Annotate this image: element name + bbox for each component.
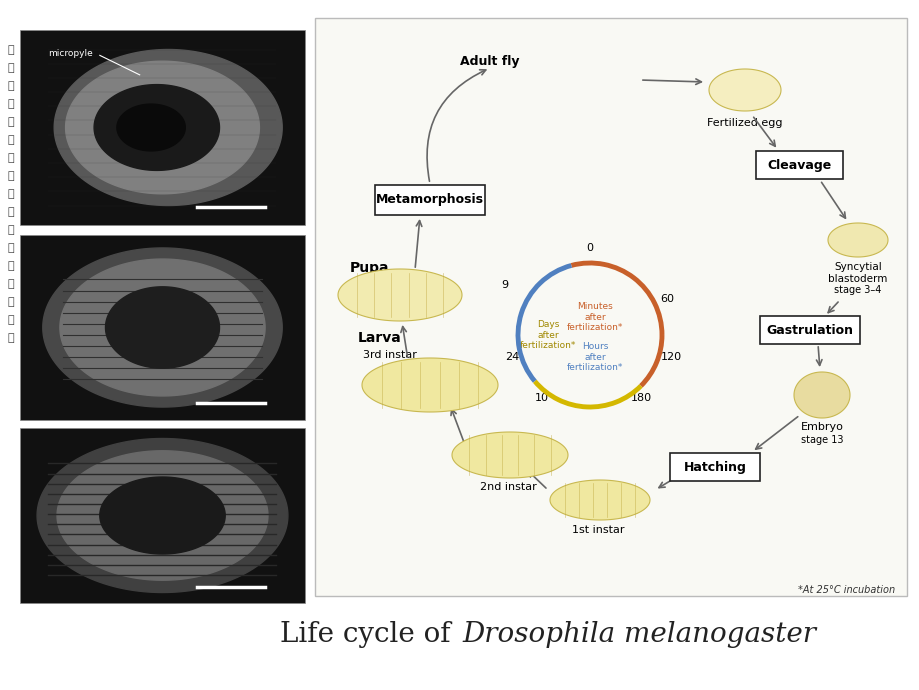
Text: 1st instar: 1st instar bbox=[571, 525, 624, 535]
Text: Life cycle of: Life cycle of bbox=[280, 622, 460, 649]
Text: stage 3–4: stage 3–4 bbox=[834, 285, 880, 295]
FancyBboxPatch shape bbox=[669, 453, 759, 481]
Text: 发: 发 bbox=[7, 45, 15, 55]
Text: Minutes
after
fertilization*: Minutes after fertilization* bbox=[566, 302, 622, 332]
Text: Hours
after
fertilization*: Hours after fertilization* bbox=[566, 342, 622, 372]
Text: Cleavage: Cleavage bbox=[767, 159, 831, 172]
Polygon shape bbox=[94, 85, 220, 170]
Text: 学: 学 bbox=[7, 117, 15, 127]
Polygon shape bbox=[117, 104, 185, 151]
Text: 章: 章 bbox=[7, 171, 15, 181]
Polygon shape bbox=[793, 372, 849, 418]
FancyBboxPatch shape bbox=[375, 185, 484, 215]
Text: Adult fly: Adult fly bbox=[460, 55, 519, 68]
Text: Syncytial
blastoderm: Syncytial blastoderm bbox=[827, 262, 887, 284]
Polygon shape bbox=[99, 477, 225, 554]
Polygon shape bbox=[43, 248, 282, 407]
Text: 十: 十 bbox=[7, 153, 15, 163]
Text: 胚: 胚 bbox=[7, 243, 15, 253]
Polygon shape bbox=[451, 432, 567, 478]
Text: 形: 形 bbox=[7, 279, 15, 289]
Polygon shape bbox=[361, 358, 497, 412]
Text: 件: 件 bbox=[7, 333, 15, 343]
Text: 120: 120 bbox=[660, 352, 681, 362]
Text: Drosophila melanogaster: Drosophila melanogaster bbox=[461, 622, 815, 649]
Polygon shape bbox=[65, 61, 259, 194]
Bar bbox=[20, 428, 305, 603]
Text: 第: 第 bbox=[7, 135, 15, 145]
Polygon shape bbox=[60, 259, 265, 396]
Text: 果: 果 bbox=[7, 189, 15, 199]
Polygon shape bbox=[550, 480, 650, 520]
Text: Pupa: Pupa bbox=[350, 261, 390, 275]
Bar bbox=[20, 235, 305, 420]
Text: 生: 生 bbox=[7, 81, 15, 91]
Text: 2nd instar: 2nd instar bbox=[479, 482, 536, 492]
Text: Embryo: Embryo bbox=[800, 422, 843, 432]
Bar bbox=[314, 18, 906, 596]
Text: Larva: Larva bbox=[357, 331, 402, 345]
Text: 60: 60 bbox=[660, 294, 674, 304]
Text: 9: 9 bbox=[500, 279, 507, 290]
Polygon shape bbox=[827, 223, 887, 257]
Polygon shape bbox=[54, 50, 282, 206]
Text: Hatching: Hatching bbox=[683, 460, 745, 473]
Text: 轴: 轴 bbox=[7, 261, 15, 271]
Text: 物: 物 bbox=[7, 99, 15, 109]
Text: 成: 成 bbox=[7, 297, 15, 307]
Polygon shape bbox=[709, 69, 780, 111]
FancyBboxPatch shape bbox=[759, 316, 859, 344]
Polygon shape bbox=[106, 287, 220, 368]
Text: stage 13: stage 13 bbox=[800, 435, 843, 445]
Text: 10: 10 bbox=[535, 393, 549, 403]
Polygon shape bbox=[37, 439, 288, 593]
Text: 育: 育 bbox=[7, 63, 15, 73]
Text: *At 25°C incubation: *At 25°C incubation bbox=[797, 585, 894, 595]
Text: 24: 24 bbox=[505, 352, 519, 362]
Bar bbox=[20, 30, 305, 225]
Text: Metamorphosis: Metamorphosis bbox=[376, 193, 483, 206]
Text: 3rd instar: 3rd instar bbox=[363, 350, 416, 360]
Text: micropyle: micropyle bbox=[49, 49, 93, 58]
FancyBboxPatch shape bbox=[755, 151, 843, 179]
Text: 课: 课 bbox=[7, 315, 15, 325]
Polygon shape bbox=[57, 451, 267, 580]
Text: 的: 的 bbox=[7, 225, 15, 235]
Text: Gastrulation: Gastrulation bbox=[766, 324, 853, 337]
Polygon shape bbox=[337, 269, 461, 321]
Text: Fertilized egg: Fertilized egg bbox=[707, 118, 782, 128]
Text: 180: 180 bbox=[630, 393, 652, 403]
Text: Days
after
fertilization*: Days after fertilization* bbox=[519, 320, 575, 350]
Text: 蝇: 蝇 bbox=[7, 207, 15, 217]
Text: 0: 0 bbox=[586, 243, 593, 253]
